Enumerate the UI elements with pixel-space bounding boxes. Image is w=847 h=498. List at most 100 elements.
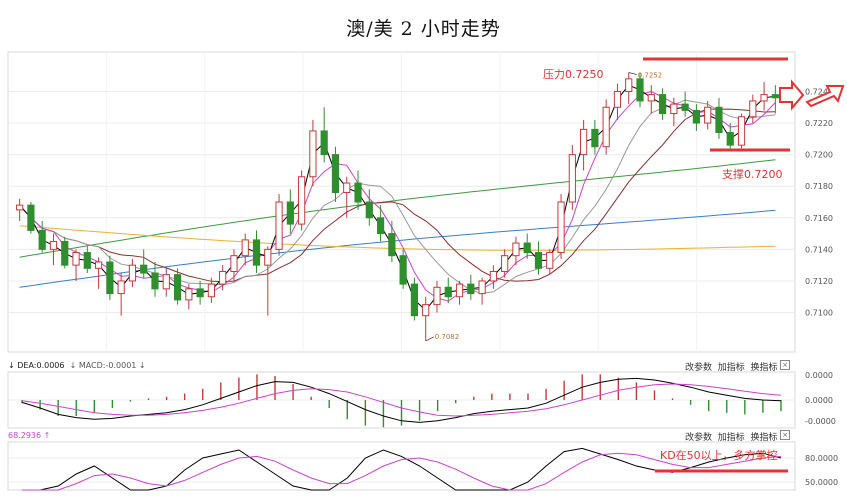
price-y-axis: 0.7100 0.7120 0.7140 0.7160 0.7180 0.7200 0.72… bbox=[805, 87, 833, 317]
candle-body bbox=[83, 252, 91, 269]
candle-body bbox=[117, 280, 125, 295]
kd-note-label: KD在50以上，多方掌控 bbox=[660, 448, 778, 462]
candle-body bbox=[658, 94, 667, 115]
ma60-line bbox=[19, 108, 776, 283]
price-tick-label: 0.7160 bbox=[805, 214, 833, 223]
macd-close-icon[interactable]: × bbox=[780, 360, 790, 370]
candle-body bbox=[568, 154, 576, 203]
candle-body bbox=[252, 239, 261, 266]
price-tick-label: 0.7220 bbox=[805, 119, 833, 128]
low-marker bbox=[425, 336, 434, 342]
high-label: 0.7252 bbox=[638, 72, 663, 80]
price-tick-label: 0.7100 bbox=[805, 309, 833, 318]
macd-dif-line bbox=[21, 377, 782, 423]
candle-body bbox=[140, 264, 148, 274]
candle-body bbox=[219, 270, 227, 285]
candle-body bbox=[478, 280, 486, 295]
price-tick-label: 0.724 bbox=[805, 87, 828, 96]
switch-indicator-button[interactable]: 换指标 bbox=[750, 363, 778, 373]
candle-body bbox=[185, 288, 193, 301]
candle-body bbox=[27, 204, 35, 231]
candle-body bbox=[128, 264, 137, 282]
candle-body bbox=[388, 233, 396, 257]
candle-body bbox=[264, 248, 272, 266]
candle-body bbox=[343, 182, 351, 194]
low-label: 0.7082 bbox=[435, 333, 460, 341]
candle-body bbox=[760, 94, 768, 102]
candle-body bbox=[433, 286, 441, 306]
candle-body bbox=[771, 94, 779, 99]
price-tick-label: 0.7180 bbox=[805, 182, 833, 191]
kd-close-icon[interactable]: × bbox=[780, 430, 790, 440]
candle-body bbox=[399, 255, 407, 285]
candle-body bbox=[602, 106, 610, 148]
change-params-button[interactable]: 改参数 bbox=[685, 363, 713, 373]
dea-readout: ↓ DEA:0.0006 bbox=[8, 361, 65, 370]
kd-frame bbox=[7, 441, 796, 491]
annotations: 压力0.7250 支撑0.7200 0.7252 0.7082 bbox=[425, 57, 845, 342]
kd-tick-label: 50.0000 bbox=[805, 478, 838, 487]
candle-body bbox=[365, 201, 373, 219]
candle-body bbox=[422, 304, 430, 317]
kd-k-line bbox=[22, 447, 782, 491]
candle-body bbox=[275, 201, 283, 250]
change-params-button[interactable]: 改参数 bbox=[685, 433, 713, 443]
price-tick-label: 0.7200 bbox=[805, 151, 833, 160]
macd-tick-label: -0.0000 bbox=[805, 417, 836, 426]
ma20-line bbox=[19, 99, 776, 294]
up-right-arrow-icon bbox=[805, 85, 845, 108]
high-marker bbox=[628, 72, 637, 75]
candle-body bbox=[647, 94, 655, 102]
candle-body bbox=[241, 239, 249, 257]
candle-body bbox=[557, 201, 565, 254]
macd-panel: 0.0000 0.0000 -0.0000 bbox=[7, 371, 836, 429]
candle-body bbox=[523, 242, 531, 254]
kd-controls: 改参数 加指标 换指标 bbox=[685, 430, 778, 443]
candle-body bbox=[354, 182, 362, 203]
add-indicator-button[interactable]: 加指标 bbox=[717, 433, 745, 443]
candle-body bbox=[230, 255, 238, 272]
candle-body bbox=[309, 130, 317, 178]
candle-body bbox=[151, 272, 159, 290]
switch-indicator-button[interactable]: 换指标 bbox=[750, 433, 778, 443]
candle-body bbox=[94, 261, 103, 269]
candle-body bbox=[207, 283, 215, 298]
candle-body bbox=[613, 90, 622, 108]
add-indicator-button[interactable]: 加指标 bbox=[717, 363, 745, 373]
candle-body bbox=[580, 128, 588, 156]
macd-header: ↓ DEA:0.0006 ↓ MACD:-0.0001 ↓ bbox=[8, 361, 146, 370]
candle-body bbox=[72, 252, 80, 266]
candle-body bbox=[726, 132, 734, 146]
candle-body bbox=[376, 217, 385, 235]
candle-body bbox=[49, 240, 58, 250]
candle-body bbox=[38, 229, 46, 250]
candle-body bbox=[704, 106, 712, 124]
candle-body bbox=[512, 242, 520, 257]
support-label: 支撑0.7200 bbox=[722, 167, 783, 181]
candle-body bbox=[61, 240, 69, 266]
candle-body bbox=[591, 128, 599, 148]
candle-body bbox=[692, 109, 701, 124]
candlesticks bbox=[16, 72, 779, 341]
ma10-line bbox=[19, 90, 776, 302]
macd-dea-line bbox=[21, 383, 782, 417]
macd-tick-label: 0.0000 bbox=[805, 396, 833, 405]
candle-body bbox=[625, 78, 633, 92]
candle-body bbox=[410, 283, 419, 317]
kd-panel: 80.0000 50.0000 KD在50以上，多方掌控 bbox=[7, 441, 838, 491]
candle-body bbox=[173, 274, 182, 301]
macd-tick-label: 0.0000 bbox=[805, 371, 833, 380]
candle-body bbox=[749, 100, 757, 118]
price-tick-label: 0.7140 bbox=[805, 245, 833, 254]
candle-body bbox=[331, 154, 340, 194]
candle-body bbox=[196, 288, 204, 298]
candle-body bbox=[16, 204, 24, 211]
candle-body bbox=[298, 176, 306, 225]
candle-body bbox=[737, 116, 746, 146]
candle-body bbox=[489, 270, 497, 282]
candle-body bbox=[320, 130, 328, 156]
candle-body bbox=[455, 283, 464, 298]
chart-title: 澳/美 2 小时走势 bbox=[346, 18, 501, 40]
macd-readout: ↓ MACD:-0.0001 ↓ bbox=[69, 361, 146, 370]
